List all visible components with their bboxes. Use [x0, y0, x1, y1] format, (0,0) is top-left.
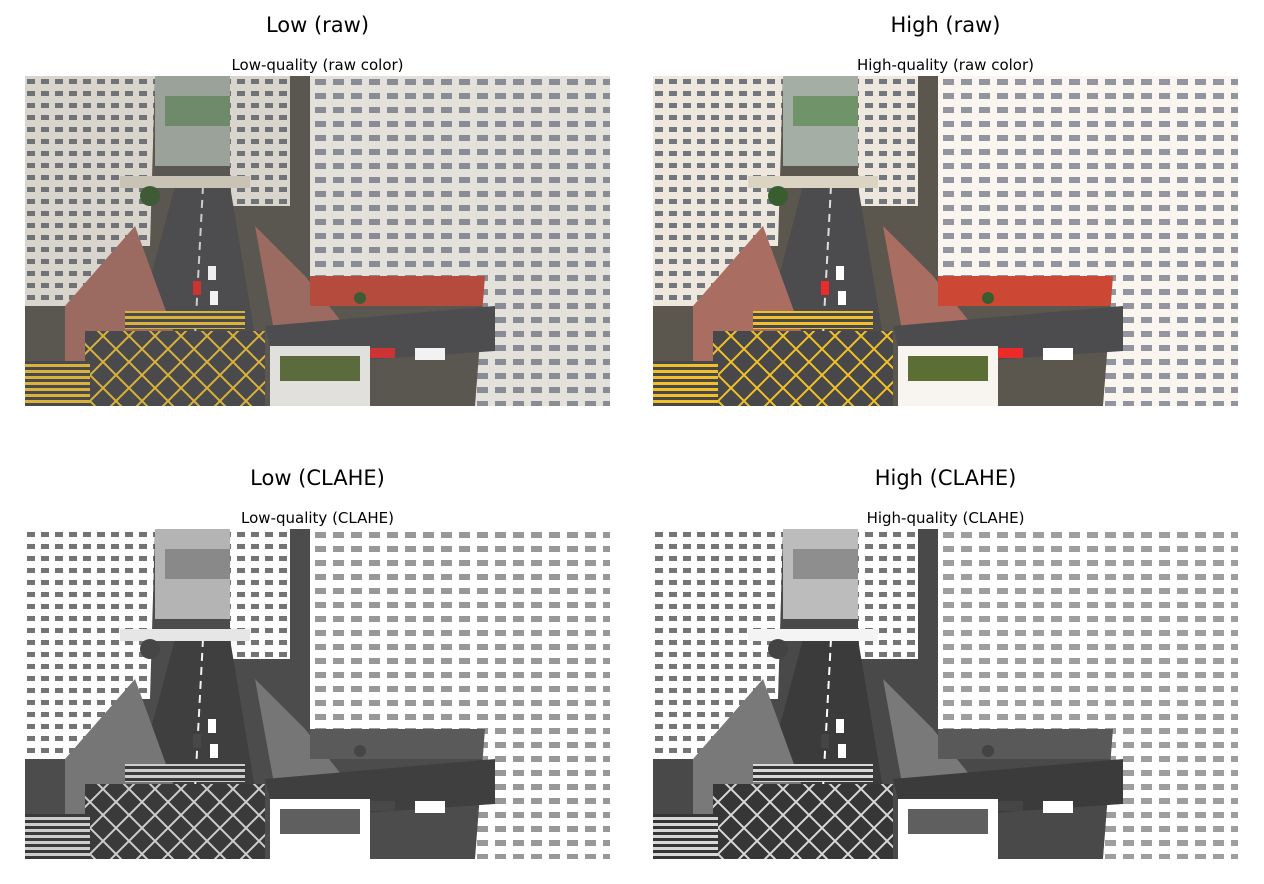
panel-subtitle: High-quality (raw color): [856, 56, 1034, 74]
panel-subtitle: Low-quality (CLAHE): [241, 509, 394, 527]
panel-title: High (raw): [890, 13, 1001, 37]
panel-title: Low (CLAHE): [250, 466, 385, 490]
panel-subtitle: High-quality (CLAHE): [866, 509, 1025, 527]
aerial-city-street-photo: [25, 529, 610, 859]
panel-title: Low (raw): [265, 13, 370, 37]
panel-subtitle: Low-quality (raw color): [231, 56, 404, 74]
aerial-city-street-photo: [653, 76, 1238, 406]
panel-title: High (CLAHE): [874, 466, 1017, 490]
aerial-city-street-photo: [25, 76, 610, 406]
aerial-city-street-photo: [653, 529, 1238, 859]
